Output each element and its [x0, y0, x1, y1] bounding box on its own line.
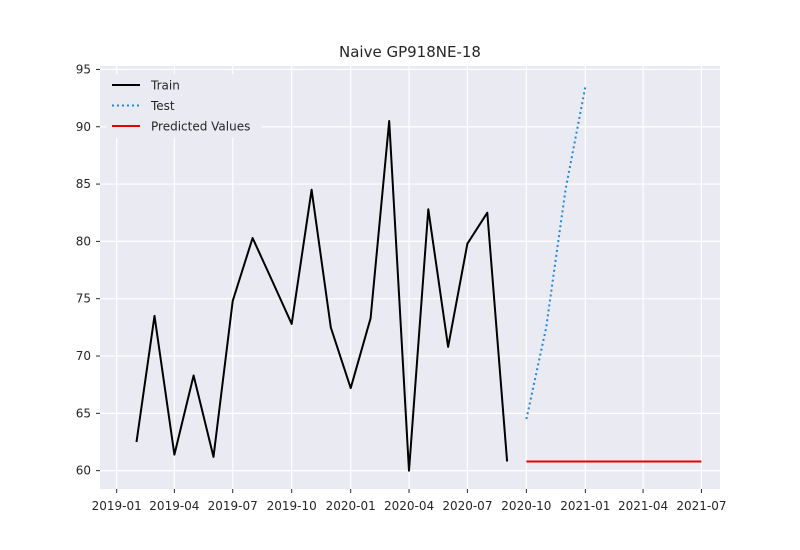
y-tick-label: 70	[76, 349, 91, 363]
x-tick-label: 2019-07	[208, 499, 258, 513]
legend-label: Predicted Values	[151, 120, 250, 134]
legend-label: Test	[150, 99, 175, 113]
y-tick-label: 80	[76, 234, 91, 248]
legend: Train Test Predicted Values	[106, 74, 262, 138]
x-tick-label: 2019-01	[92, 499, 142, 513]
legend-label: Train	[150, 79, 180, 93]
series-line-train	[135, 120, 509, 472]
x-tick-label: 2021-04	[618, 499, 668, 513]
y-tick-label: 75	[76, 292, 91, 306]
y-tick-label: 90	[76, 120, 91, 134]
x-tick-label: 2020-07	[442, 499, 492, 513]
y-tick-label: 95	[76, 62, 91, 76]
x-tick-label: 2019-04	[149, 499, 199, 513]
x-axis: 2019-01 2019-04 2019-07 2019-10 2020-01 2020-…	[92, 489, 726, 513]
series-group	[135, 86, 702, 472]
x-tick-label: 2020-04	[384, 499, 434, 513]
chart-title: Naive GP918NE-18	[339, 43, 481, 61]
x-tick-label: 2020-01	[326, 499, 376, 513]
y-tick-label: 60	[76, 464, 91, 478]
x-tick-label: 2021-07	[676, 499, 726, 513]
x-tick-label: 2019-10	[267, 499, 317, 513]
y-axis: 60 65 70 75 80 85 90 95	[76, 62, 100, 478]
y-tick-label: 65	[76, 406, 91, 420]
series-line-test	[525, 86, 587, 420]
x-tick-label: 2020-10	[501, 499, 551, 513]
x-tick-label: 2021-01	[560, 499, 610, 513]
y-tick-label: 85	[76, 177, 91, 191]
